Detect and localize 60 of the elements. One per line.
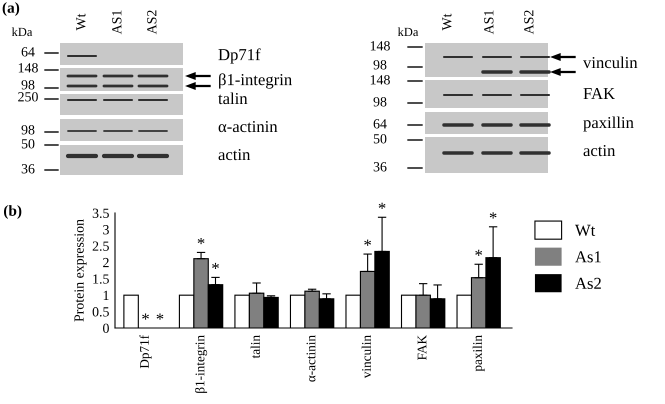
text: actin <box>218 148 250 160</box>
text: 50 <box>374 134 386 144</box>
x-tick-label: α-actinin <box>306 335 316 382</box>
y-axis-title: Protein expression <box>74 219 87 322</box>
text: Wt <box>76 14 86 30</box>
data-label: * <box>490 212 496 218</box>
text: 98 <box>374 97 386 106</box>
text: 36 <box>374 162 387 172</box>
text: 148 <box>370 41 390 50</box>
text: actin <box>584 144 616 156</box>
text: 148 <box>18 63 38 72</box>
text: 98 <box>374 60 386 70</box>
data-label: * <box>364 240 372 246</box>
y-tick-label: 1.5 <box>93 274 109 284</box>
y-tick-label: 3 <box>103 225 109 234</box>
text: kDa <box>12 27 32 36</box>
text: 98 <box>22 80 34 90</box>
y-tick-label: 0.5 <box>92 307 109 317</box>
text: β1-integrin <box>219 73 292 89</box>
text: 64 <box>22 47 35 56</box>
text: 50 <box>22 139 34 148</box>
text: talin <box>218 92 248 104</box>
text: paxillin <box>583 116 634 132</box>
y-tick-label: 2 <box>103 258 109 268</box>
data-label: * <box>156 314 164 320</box>
text: α-actinin <box>218 120 278 132</box>
legend-label: Wt <box>574 224 596 236</box>
y-tick-label: 0 <box>103 324 109 333</box>
text: vinculin <box>583 56 638 68</box>
text: AS1 <box>484 10 494 34</box>
text: (a) <box>2 2 20 16</box>
data-label: * <box>475 250 482 256</box>
text: AS2 <box>147 10 156 34</box>
chart-title: (b) <box>4 205 22 219</box>
text: Wt <box>442 14 452 30</box>
data-label: * <box>212 262 219 270</box>
legend-label: As1 <box>575 251 601 262</box>
text: kDa <box>398 27 418 36</box>
text: 36 <box>22 164 35 174</box>
data-label: * <box>378 202 386 209</box>
x-tick-label: FAK <box>418 335 426 360</box>
x-tick-label: β1-integrin <box>194 335 208 393</box>
y-tick-label: 1 <box>104 290 109 300</box>
x-tick-label: Dp71f <box>139 334 152 368</box>
text: 98 <box>22 125 34 134</box>
legend-label: As2 <box>575 278 601 289</box>
text: FAK <box>583 88 615 100</box>
text: 250 <box>18 92 38 102</box>
y-tick-label: 3.5 <box>92 208 109 218</box>
text: AS1 <box>112 10 122 34</box>
text: Dp71f <box>218 48 261 64</box>
x-tick-label: vinculin <box>362 335 371 378</box>
text: 64 <box>374 119 387 128</box>
text: AS2 <box>524 10 534 34</box>
x-tick-label: paxilin <box>472 335 485 372</box>
text: 148 <box>370 75 390 84</box>
x-tick-label: talin <box>250 335 260 358</box>
y-tick-label: 2.5 <box>92 241 109 251</box>
data-label: * <box>142 314 149 320</box>
data-label: * <box>198 238 204 244</box>
